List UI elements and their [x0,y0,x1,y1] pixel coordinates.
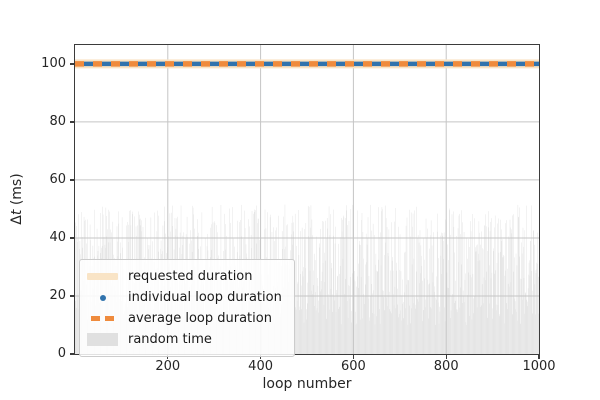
y-tick-label: 20 [49,287,66,303]
x-tick-label: 400 [248,359,274,374]
y-axis-label-delta: Δ [9,215,25,225]
y-axis-label: Δt (ms) [9,173,25,224]
x-tick-mark [538,355,540,359]
y-tick-mark [70,237,74,239]
y-tick-mark [70,179,74,181]
y-tick-label: 40 [49,229,66,245]
y-tick-label: 0 [57,346,66,361]
legend-item-random-time: random time [86,329,286,350]
x-tick-label: 600 [340,359,366,374]
legend-label: random time [128,332,212,347]
y-tick-mark [70,353,74,355]
patch-swatch-icon [86,333,119,346]
y-axis-label-unit: (ms) [9,173,25,210]
x-tick-label: 800 [433,359,459,374]
x-tick-label: 200 [155,359,181,374]
y-tick-mark [70,63,74,65]
y-axis-label-variable: t [9,209,25,216]
legend-label: individual loop duration [128,290,282,305]
legend-item-requested-duration: requested duration [86,266,286,287]
y-tick-mark [70,121,74,123]
x-tick-mark [167,355,169,359]
legend-label: requested duration [128,269,253,284]
x-tick-mark [259,355,262,359]
y-tick-label: 60 [49,171,66,187]
x-tick-mark [445,355,447,359]
y-tick-label: 100 [41,55,66,71]
thick-line-swatch-icon [86,273,119,280]
legend-item-individual-loop-duration: individual loop duration [86,287,286,308]
x-tick-mark [352,355,355,359]
x-tick-label: 1000 [522,359,556,374]
dashes-swatch-icon [86,316,119,321]
dot-swatch-icon [86,294,119,301]
y-tick-label: 80 [49,113,66,129]
legend: requested duration individual loop durat… [79,259,295,357]
y-tick-mark [70,295,74,297]
x-axis-label: loop number [262,376,352,392]
legend-item-average-loop-duration: average loop duration [86,308,286,329]
legend-label: average loop duration [128,311,272,326]
